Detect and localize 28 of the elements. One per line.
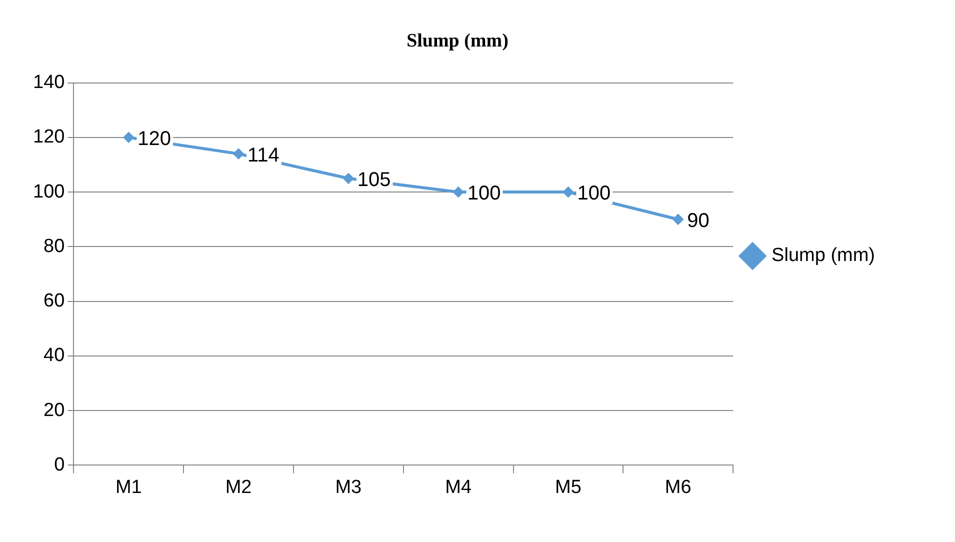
point xyxy=(562,186,574,198)
x-tick-label: M3 xyxy=(335,476,362,498)
legend-label: Slump (mm) xyxy=(772,245,876,266)
x-tick-label: M4 xyxy=(445,476,472,498)
y-tick-label: 120 xyxy=(33,126,65,148)
y-tick-label: 140 xyxy=(33,72,65,94)
data-label: 105 xyxy=(357,168,391,191)
point xyxy=(672,214,684,225)
y-tick-label: 20 xyxy=(44,400,65,421)
y-tick-label: 60 xyxy=(44,290,65,312)
x-tick-label: M2 xyxy=(225,476,252,498)
y-tick-label: 100 xyxy=(33,181,65,202)
point xyxy=(123,132,134,143)
x-tick-label: M6 xyxy=(664,476,692,498)
y-tick-label: 40 xyxy=(44,345,65,366)
x-tick-label: M5 xyxy=(555,476,582,498)
x-tick-label: M1 xyxy=(115,476,142,498)
chart-title: Slump (mm) xyxy=(406,30,508,52)
data-label: 120 xyxy=(138,128,172,150)
y-tick-label: 0 xyxy=(54,454,65,476)
data-label: 90 xyxy=(687,210,710,232)
data-label: 100 xyxy=(577,182,611,205)
point xyxy=(342,172,354,184)
point xyxy=(452,186,464,198)
data-label: 100 xyxy=(467,182,501,205)
data-label: 114 xyxy=(248,144,280,166)
y-tick-label: 80 xyxy=(44,236,65,257)
point xyxy=(233,148,244,160)
